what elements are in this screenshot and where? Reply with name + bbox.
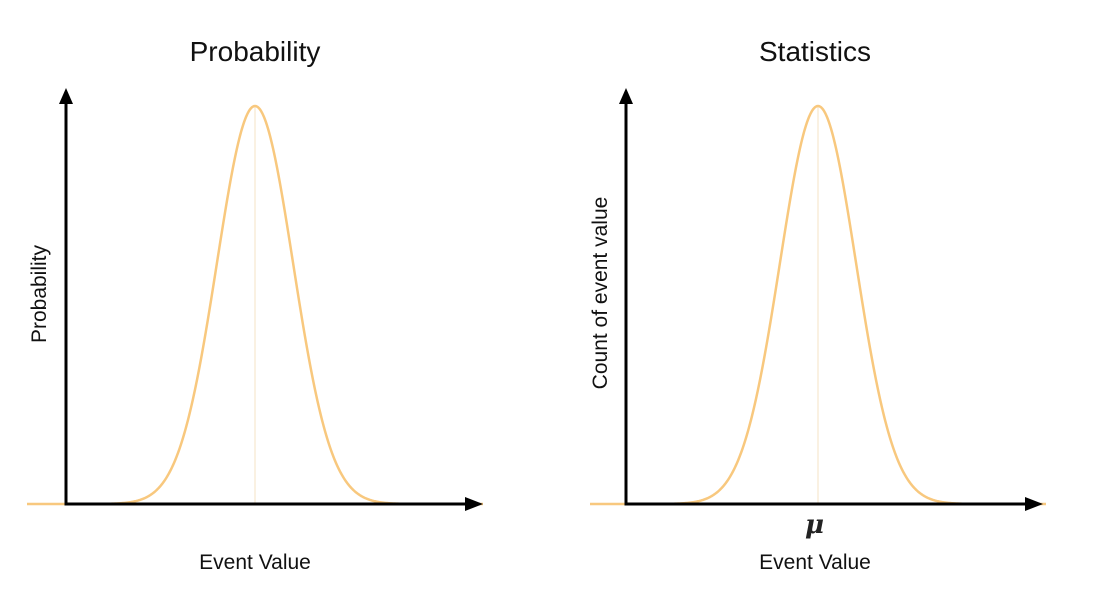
y-axis-arrow-icon: [619, 88, 633, 104]
chart-title-statistics: Statistics: [758, 36, 872, 67]
y-axis-label-probability: Probability: [28, 244, 51, 344]
x-axis-arrow-icon: [465, 497, 483, 511]
x-axis-label-probability: Event Value: [199, 551, 311, 574]
y-axis-arrow-icon: [59, 88, 73, 104]
chart-title-probability: Probability: [189, 36, 321, 67]
y-axis-label-statistics: Count of event value: [589, 196, 612, 390]
mean-marker-label: μ: [805, 510, 825, 540]
x-axis-arrow-icon: [1025, 497, 1043, 511]
x-axis-label-statistics: Event Value: [759, 551, 871, 574]
